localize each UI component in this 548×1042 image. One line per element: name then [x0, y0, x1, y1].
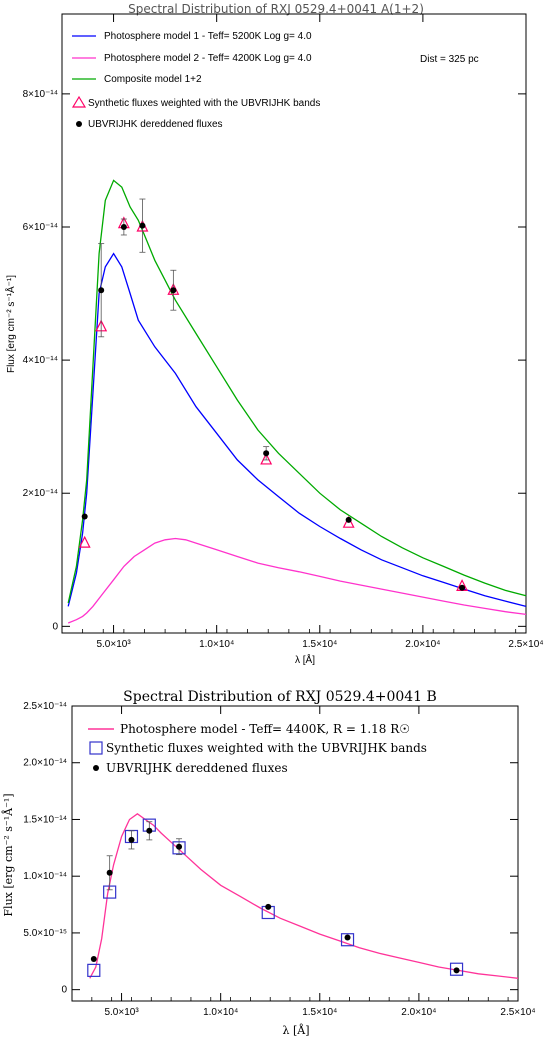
- chart-b-x-tick-label: 2.0×10⁴: [401, 1007, 436, 1018]
- chart-a-y-tick-label: 4×10⁻¹⁴: [23, 355, 58, 366]
- chart-a-x-tick-label: 1.0×10⁴: [199, 639, 234, 650]
- chart-b-xlabel: λ [Å]: [283, 1023, 310, 1037]
- chart-b-y-tick-label: 1.0×10⁻¹⁴: [23, 871, 67, 882]
- chart-a-dereddened-dot: [139, 222, 146, 229]
- chart-b-x-tick-label: 2.5×10⁴: [500, 1007, 535, 1018]
- legend-b-dereddened-label: UBVRIJHK dereddened fluxes: [106, 761, 288, 775]
- chart-a-y-tick-label: 8×10⁻¹⁴: [23, 89, 58, 100]
- legend-b-synthetic-label: Synthetic fluxes weighted with the UBVRI…: [106, 741, 427, 755]
- chart-a-synthetic-triangle: [260, 452, 273, 465]
- legend-b-square-marker: [89, 741, 103, 755]
- legend-a-dereddened-label: UBVRIJHK dereddened fluxes: [88, 119, 223, 130]
- chart-b-series-line-0: [89, 812, 519, 979]
- chart-b-y-tick-label: 2.0×10⁻¹⁴: [23, 758, 67, 769]
- chart-a-series-line-0: [67, 252, 527, 608]
- legend-a-model1-label: Photosphere model 1 - Teff= 5200K Log g=…: [104, 31, 312, 42]
- chart-b-y-tick-label: 1.5×10⁻¹⁴: [23, 814, 67, 825]
- chart-b-y-tick-label: 2.5×10⁻¹⁴: [23, 701, 67, 712]
- chart-a-synthetic-triangle: [78, 535, 91, 548]
- chart-a-distance-annotation: Dist = 325 pc: [420, 54, 479, 65]
- chart-b-dereddened-dot: [453, 967, 460, 974]
- chart-b-y-tick-label: 0: [61, 985, 67, 996]
- chart-b-dereddened-dot: [146, 827, 153, 834]
- chart-a-y-tick-label: 6×10⁻¹⁴: [23, 222, 58, 233]
- chart-b-y-tick-label: 5.0×10⁻¹⁵: [23, 928, 67, 939]
- chart-a-dereddened-dot: [81, 513, 88, 520]
- chart-marks: 5.0×10³ 1.0×10⁴ 1.5×10⁴ 2.0×10⁴ 2.5×10⁴ 0 2×10…: [23, 14, 544, 1018]
- chart-a-dereddened-dot: [120, 223, 127, 230]
- chart-a-title: Spectral Distribution of RXJ 0529.4+0041…: [128, 2, 424, 16]
- chart-b-dereddened-dot: [265, 903, 272, 910]
- legend-b-model-label: Photosphere model - Teff= 4400K, R = 1.1…: [120, 722, 410, 736]
- chart-b-frame: [71, 705, 519, 1002]
- chart-a-synthetic-triangle: [342, 515, 355, 528]
- legend-b-dot-marker: [93, 765, 99, 771]
- chart-b-x-tick-label: 1.0×10⁴: [203, 1007, 238, 1018]
- chart-a-y-tick-label: 0: [52, 621, 58, 632]
- legend-a-dot-marker: [76, 121, 82, 127]
- chart-a-x-tick-label: 2.0×10⁴: [405, 639, 440, 650]
- chart-a-dereddened-dot: [459, 584, 466, 591]
- chart-a-xlabel: λ [Å]: [295, 653, 315, 666]
- chart-a-dereddened-dot: [345, 516, 352, 523]
- chart-a-series-line-2: [67, 179, 527, 604]
- chart-b-title: Spectral Distribution of RXJ 0529.4+0041…: [123, 689, 437, 705]
- chart-b-x-tick-label: 5.0×10³: [104, 1007, 139, 1018]
- chart-b-ylabel: Flux [erg cm⁻² s⁻¹Å⁻¹]: [1, 793, 15, 916]
- chart-b-dereddened-dot: [128, 836, 135, 843]
- chart-a-dereddened-dot: [98, 287, 105, 294]
- chart-a-dereddened-dot: [263, 450, 270, 457]
- legend-a-triangle-marker: [71, 95, 87, 108]
- chart-a-frame: [61, 13, 527, 634]
- chart-a-dereddened-dot: [170, 287, 177, 294]
- chart-a-y-tick-label: 2×10⁻¹⁴: [23, 488, 58, 499]
- chart-a-x-tick-label: 2.5×10⁴: [508, 639, 543, 650]
- chart-a-x-tick-label: 5.0×10³: [96, 639, 131, 650]
- legend-a-synthetic-label: Synthetic fluxes weighted with the UBVRI…: [88, 98, 320, 109]
- chart-b-synthetic-square: [449, 962, 464, 976]
- chart-b-dereddened-dot: [344, 934, 351, 941]
- chart-b-dereddened-dot: [106, 869, 113, 876]
- chart-a-ylabel: Flux [erg cm⁻² s⁻¹Å⁻¹]: [4, 275, 17, 373]
- legend-a-model2-label: Photosphere model 2 - Teff= 4200K Log g=…: [104, 53, 312, 64]
- chart-b-synthetic-square: [87, 963, 101, 977]
- chart-b-dereddened-dot: [176, 843, 183, 850]
- chart-a-x-tick-label: 1.5×10⁴: [302, 639, 337, 650]
- chart-b-x-tick-label: 1.5×10⁴: [302, 1007, 337, 1018]
- legend-a-composite-label: Composite model 1+2: [104, 74, 202, 85]
- chart-a-series-line-1: [67, 537, 527, 624]
- chart-b-dereddened-dot: [90, 956, 97, 963]
- chart-b-synthetic-square: [340, 933, 355, 947]
